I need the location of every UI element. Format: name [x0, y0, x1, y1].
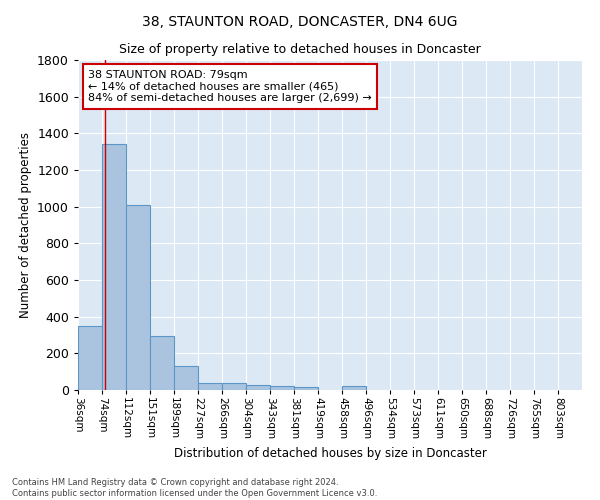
Bar	[126, 205, 150, 390]
X-axis label: Distribution of detached houses by size in Doncaster: Distribution of detached houses by size …	[173, 448, 487, 460]
Text: Contains HM Land Registry data © Crown copyright and database right 2024.
Contai: Contains HM Land Registry data © Crown c…	[12, 478, 377, 498]
Bar	[246, 384, 270, 390]
Bar	[270, 386, 294, 390]
Bar	[174, 366, 198, 390]
Bar	[342, 386, 366, 390]
Y-axis label: Number of detached properties: Number of detached properties	[19, 132, 32, 318]
Text: 38 STAUNTON ROAD: 79sqm
← 14% of detached houses are smaller (465)
84% of semi-d: 38 STAUNTON ROAD: 79sqm ← 14% of detache…	[88, 70, 372, 103]
Bar	[198, 382, 222, 390]
Bar	[78, 326, 102, 390]
Text: 38, STAUNTON ROAD, DONCASTER, DN4 6UG: 38, STAUNTON ROAD, DONCASTER, DN4 6UG	[142, 15, 458, 29]
Text: Size of property relative to detached houses in Doncaster: Size of property relative to detached ho…	[119, 42, 481, 56]
Bar	[222, 383, 246, 390]
Bar	[294, 387, 318, 390]
Bar	[150, 336, 174, 390]
Bar	[102, 144, 126, 390]
